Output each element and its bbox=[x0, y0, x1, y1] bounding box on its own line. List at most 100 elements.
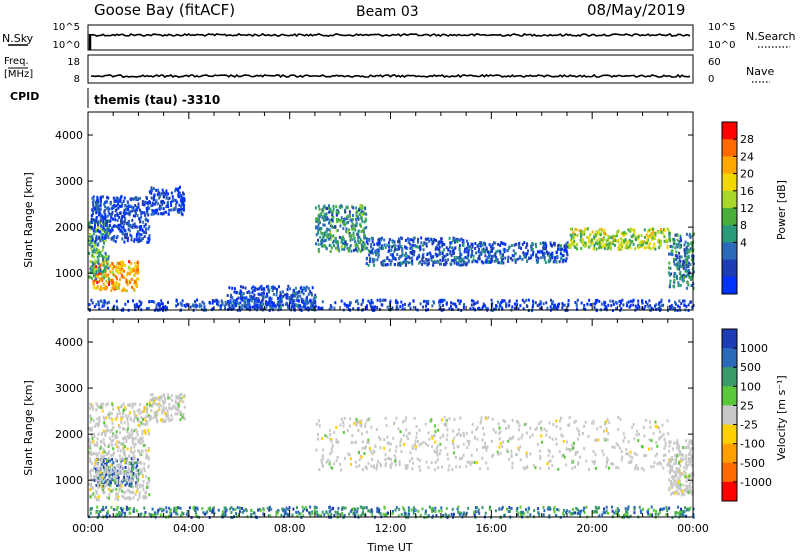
scatter-cell bbox=[250, 296, 253, 300]
scatter-cell bbox=[293, 290, 296, 294]
scatter-cell bbox=[278, 300, 280, 304]
scatter-cell bbox=[107, 465, 110, 469]
scatter-cell bbox=[561, 434, 564, 438]
scatter-cell bbox=[482, 241, 485, 245]
scatter-cell bbox=[122, 211, 125, 215]
scatter-cell bbox=[512, 435, 515, 439]
scatter-cell bbox=[161, 202, 164, 206]
scatter-cell bbox=[666, 419, 669, 423]
scatter-cell bbox=[154, 202, 157, 206]
scatter-cell bbox=[620, 246, 623, 250]
scatter-cell bbox=[520, 436, 523, 440]
scatter-cell bbox=[652, 431, 655, 435]
scatter-cell bbox=[612, 462, 615, 466]
scatter-cell bbox=[551, 302, 554, 306]
scatter-cell bbox=[667, 229, 670, 233]
scatter-cell bbox=[687, 248, 689, 252]
scatter-cell bbox=[117, 282, 120, 286]
scatter-cell bbox=[688, 250, 691, 254]
scatter-cell bbox=[321, 437, 324, 440]
scatter-cell bbox=[232, 306, 235, 310]
scatter-cell bbox=[565, 248, 568, 252]
scatter-cell bbox=[97, 498, 100, 502]
scatter-cell bbox=[569, 243, 572, 247]
scatter-cell bbox=[119, 268, 122, 272]
scatter-cell bbox=[560, 256, 563, 260]
scatter-cell bbox=[244, 286, 247, 290]
scatter-cell bbox=[91, 301, 94, 305]
scatter-cell bbox=[649, 247, 652, 251]
scatter-cell bbox=[119, 486, 122, 490]
scatter-cell bbox=[326, 207, 329, 210]
scatter-cell bbox=[573, 239, 576, 243]
scatter-cell bbox=[342, 424, 345, 428]
scatter-cell bbox=[624, 246, 627, 250]
scatter-cell bbox=[600, 241, 603, 245]
scatter-cell bbox=[405, 428, 408, 432]
scatter-cell bbox=[620, 241, 623, 245]
scatter-cell bbox=[426, 444, 429, 447]
scatter-cell bbox=[134, 196, 136, 200]
scatter-cell bbox=[390, 462, 393, 466]
scatter-cell bbox=[638, 306, 641, 310]
scatter-cell bbox=[400, 254, 402, 258]
scatter-cell bbox=[612, 239, 615, 243]
scatter-cell bbox=[145, 217, 148, 221]
scatter-cell bbox=[404, 302, 406, 306]
scatter-cell bbox=[261, 293, 264, 297]
scatter-cell bbox=[472, 306, 475, 310]
scatter-cell bbox=[162, 405, 165, 409]
scatter-cell bbox=[274, 304, 276, 308]
scatter-cell bbox=[319, 212, 322, 216]
scatter-cell bbox=[481, 438, 484, 442]
scatter-cell bbox=[297, 290, 300, 294]
scatter-cell bbox=[144, 406, 147, 410]
scatter-cell bbox=[462, 241, 465, 245]
scatter-cell bbox=[383, 238, 386, 242]
scatter-cell bbox=[144, 418, 147, 422]
scatter-cell bbox=[359, 204, 362, 208]
scatter-cell bbox=[318, 419, 321, 423]
scatter-cell bbox=[329, 230, 332, 234]
scatter-cell bbox=[418, 458, 421, 462]
scatter-cell bbox=[99, 474, 102, 478]
scatter-cell bbox=[431, 436, 434, 440]
scatter-cell bbox=[690, 284, 693, 287]
scatter-cell bbox=[117, 284, 120, 287]
scatter-cell bbox=[104, 269, 106, 273]
scatter-cell bbox=[103, 471, 106, 475]
scatter-cell bbox=[117, 476, 120, 480]
scatter-cell bbox=[163, 201, 166, 205]
scatter-cell bbox=[426, 262, 429, 266]
scatter-cell bbox=[131, 440, 134, 444]
nsky-label: N.Sky bbox=[2, 32, 34, 45]
scatter-cell bbox=[240, 291, 243, 294]
scatter-cell bbox=[311, 306, 314, 310]
scatter-cell bbox=[92, 282, 95, 285]
scatter-cell bbox=[437, 466, 440, 470]
scatter-cell bbox=[329, 210, 332, 214]
scatter-cell bbox=[143, 407, 146, 411]
scatter-cell bbox=[544, 247, 547, 251]
scatter-cell bbox=[443, 415, 446, 419]
scatter-cell bbox=[462, 239, 465, 242]
scatter-cell bbox=[671, 253, 674, 257]
scatter-cell bbox=[482, 250, 485, 254]
scatter-cell bbox=[130, 198, 133, 202]
scatter-cell bbox=[93, 495, 96, 499]
scatter-cell bbox=[418, 465, 421, 469]
scatter-cell bbox=[249, 298, 252, 302]
scatter-cell bbox=[555, 437, 558, 441]
scatter-cell bbox=[96, 476, 99, 480]
scatter-cell bbox=[102, 286, 105, 290]
scatter-cell bbox=[147, 429, 150, 433]
scatter-cell bbox=[248, 303, 251, 307]
scatter-cell bbox=[685, 255, 688, 259]
scatter-cell bbox=[98, 467, 100, 471]
scatter-cell bbox=[128, 454, 131, 458]
scatter-cell bbox=[153, 397, 155, 401]
scatter-cell bbox=[336, 242, 339, 246]
scatter-cell bbox=[675, 243, 678, 247]
scatter-cell bbox=[384, 417, 387, 420]
scatter-cell bbox=[412, 239, 415, 243]
